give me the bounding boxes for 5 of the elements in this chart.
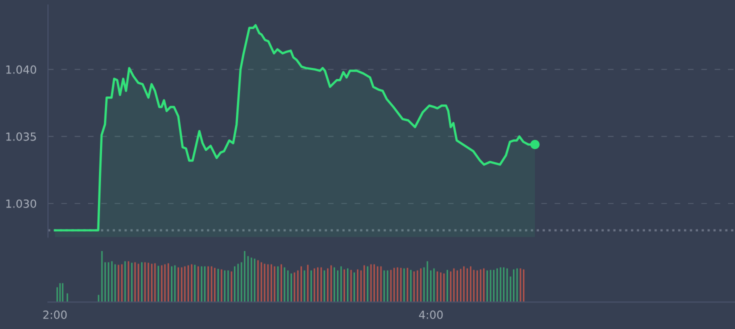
y-tick-label: 1.030 — [6, 199, 36, 208]
x-tick-label: 2:00 — [43, 310, 67, 319]
y-tick-label: 1.035 — [6, 132, 36, 141]
y-tick-label: 1.040 — [6, 65, 36, 74]
x-tick-label: 4:00 — [419, 310, 443, 319]
